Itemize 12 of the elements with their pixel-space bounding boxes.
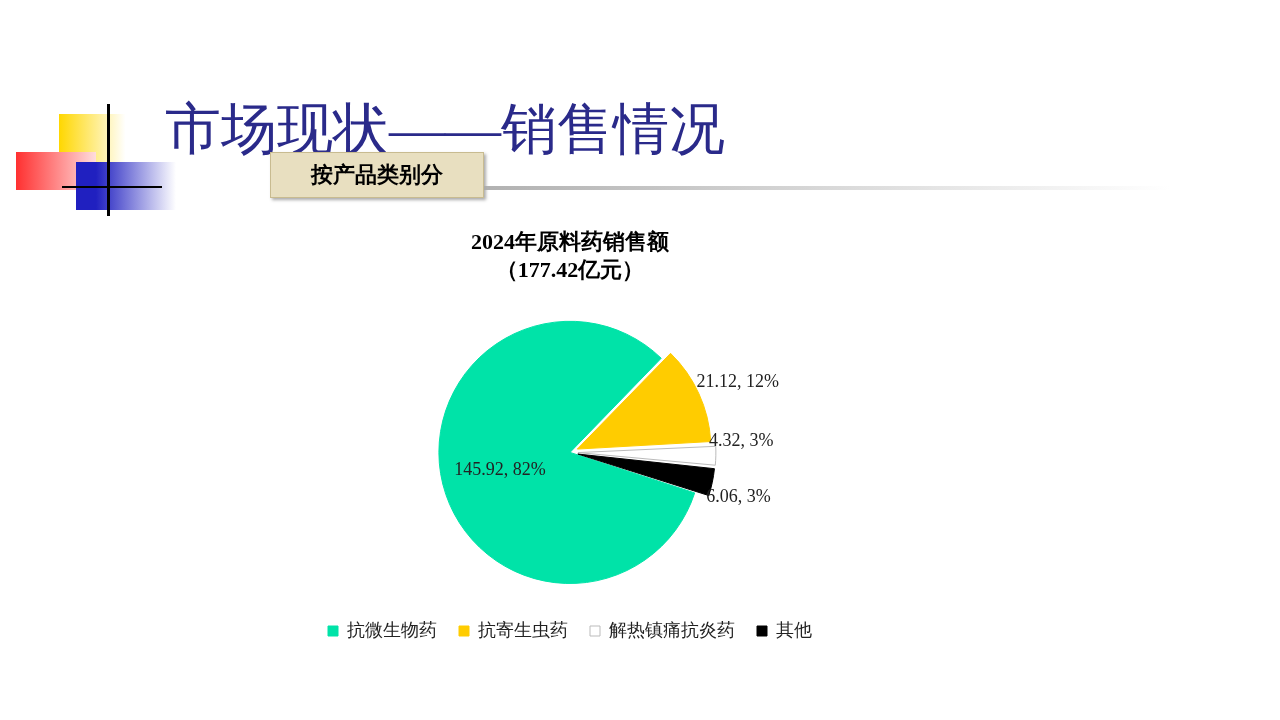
text: 按产品类别分: [311, 162, 443, 187]
text: 市场现状——销售情况: [165, 98, 725, 160]
data-label: 6.06, 3%: [706, 485, 771, 506]
legend-label: 抗寄生虫药: [478, 619, 568, 640]
data-label: 21.12, 12%: [696, 371, 780, 392]
data-label: 145.92, 82%: [454, 458, 546, 479]
legend-label: 解热镇痛抗炎药: [609, 619, 735, 640]
chart-subtitle: （177.42亿元）: [495, 257, 645, 283]
chart-title: 2024年原料药销售额: [471, 228, 670, 254]
data-label: 4.32, 3%: [709, 430, 774, 451]
legend-label: 抗微生物药: [347, 619, 437, 640]
legend-label: 其他: [776, 619, 812, 640]
